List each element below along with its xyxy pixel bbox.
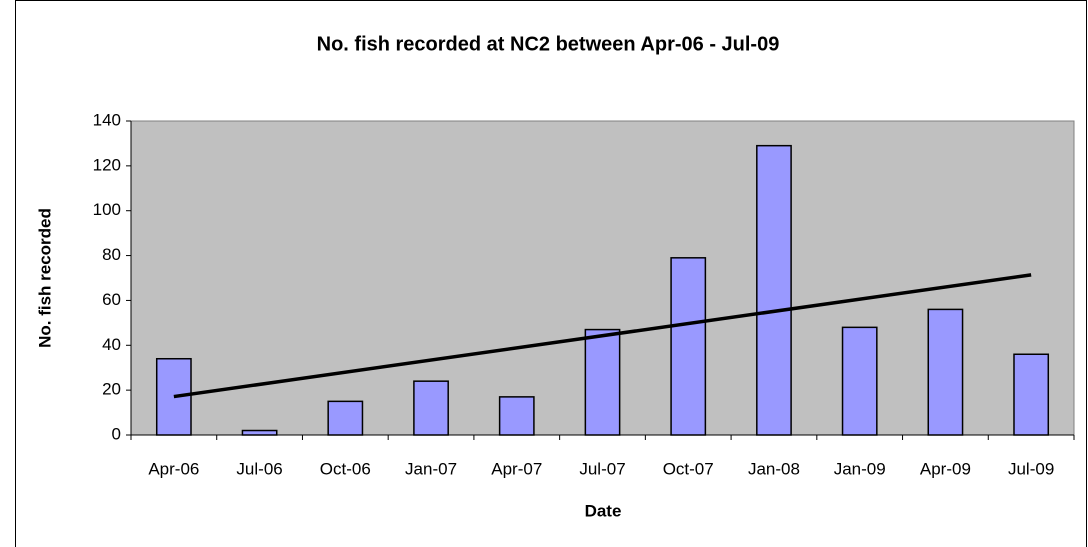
y-tick-label: 60 [102,290,121,309]
bar [327,400,364,436]
y-tick-label: 0 [112,424,121,443]
y-tick-label: 80 [102,245,121,264]
bar [584,328,621,436]
y-tick-label: 140 [93,110,121,129]
x-tick-label: Apr-09 [920,459,971,478]
trendline [173,273,1032,399]
y-tick-label: 20 [102,380,121,399]
x-tick-label: Apr-07 [491,459,542,478]
x-tick-label: Jan-08 [748,459,800,478]
bar [1013,353,1050,436]
y-tick-label: 120 [93,155,121,174]
x-tick-label: Oct-07 [663,459,714,478]
bar [927,308,964,436]
bar [413,380,449,436]
x-tick-label: Jul-06 [236,459,282,478]
y-tick-label: 40 [102,335,121,354]
chart-title: No. fish recorded at NC2 between Apr-06 … [317,33,780,55]
x-tick-label: Jan-09 [834,459,886,478]
x-axis-label: Date [585,501,622,520]
x-tick-label: Apr-06 [148,459,199,478]
x-tick-label: Jul-07 [579,459,625,478]
bar [756,144,792,436]
x-tick-label: Jan-07 [405,459,457,478]
y-tick-label: 100 [93,200,121,219]
bar [155,357,192,436]
y-axis-label: No. fish recorded [35,208,54,348]
bar [841,326,878,436]
bar [498,396,535,436]
bar [241,429,278,436]
x-tick-label: Oct-06 [320,459,371,478]
bar [670,257,707,436]
x-tick-label: Jul-09 [1008,459,1054,478]
